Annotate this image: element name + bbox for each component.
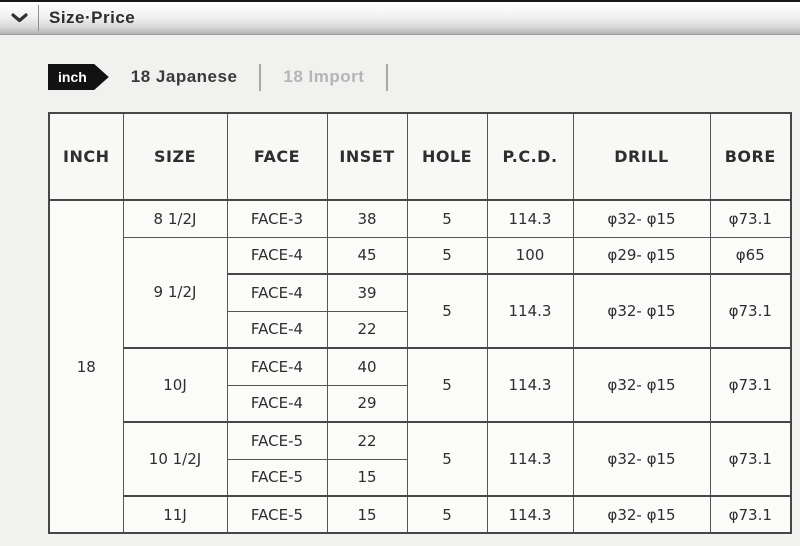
table-cell: 10J	[122, 347, 228, 423]
table-cell: FACE-4	[226, 347, 328, 386]
collapse-toggle[interactable]	[0, 13, 38, 23]
table-cell: 11J	[122, 495, 228, 534]
tab-18-import[interactable]: 18 Import	[283, 67, 365, 86]
table-cell: FACE-3	[226, 199, 328, 238]
table-cell: 9 1/2J	[122, 236, 228, 349]
table-row: 10 1/2J FACE-5 22 5 114.3 φ32- φ15 φ73.1	[49, 421, 792, 497]
table-row: FACE-4 22	[49, 310, 791, 349]
tab-divider	[259, 63, 262, 91]
table-cell: 114.3	[486, 199, 574, 238]
table-cell: 22	[326, 310, 408, 349]
column-header-hole: HOLE	[406, 112, 488, 201]
table-cell: 38	[326, 199, 408, 238]
table-cell: 8 1/2J	[122, 199, 228, 238]
table-cell: FACE-5	[226, 495, 328, 534]
table-cell: FACE-4	[226, 273, 328, 312]
table-cell: 39	[326, 273, 408, 312]
column-header-bore: BORE	[709, 112, 792, 201]
table-cell: 114.3	[486, 347, 574, 423]
column-header-drill: DRILL	[572, 112, 711, 201]
table-cell: φ65	[709, 236, 792, 275]
table-cell: 18	[48, 199, 124, 534]
table-cell: FACE-4	[226, 236, 328, 275]
wheel-spec-table: INCH SIZE FACE INSET HOLE P.C.D. DRILL B…	[48, 112, 792, 534]
table-cell: 100	[486, 236, 574, 275]
table-row: 9 1/2J FACE-4 45 5 100 φ29- φ15 φ65	[49, 236, 792, 349]
column-header-inch: INCH	[48, 112, 124, 201]
table-row: FACE-4 39 5 114.3 φ32- φ15 φ73.1	[49, 273, 792, 349]
spec-table-body: 18 8 1/2J FACE-3 38 5 114.3 φ32- φ15 φ73.1 9 1/2…	[48, 199, 792, 534]
table-cell: φ73.1	[709, 199, 792, 238]
table-cell: φ32- φ15	[572, 273, 711, 349]
table-cell: 5	[406, 199, 488, 238]
page-title: Size·Price	[49, 8, 136, 27]
column-header-pcd: P.C.D.	[486, 112, 574, 201]
table-header-row: INCH SIZE FACE INSET HOLE P.C.D. DRILL B…	[48, 112, 792, 201]
table-cell: φ32- φ15	[572, 495, 711, 534]
table-cell: 5	[406, 421, 488, 497]
table-cell: φ32- φ15	[572, 421, 711, 497]
table-row: FACE-4 29	[49, 384, 791, 423]
tab-divider	[386, 63, 389, 91]
table-cell: FACE-5	[226, 458, 328, 497]
table-cell: 5	[406, 236, 488, 275]
section-titlebar: Size·Price	[0, 0, 800, 35]
table-cell: φ73.1	[709, 421, 792, 497]
table-cell: φ32- φ15	[572, 199, 711, 238]
table-cell: 5	[406, 273, 488, 349]
tab-18-japanese[interactable]: 18 Japanese	[130, 67, 238, 86]
inch-badge: inch	[48, 64, 109, 90]
table-cell: 114.3	[486, 421, 574, 497]
table-cell: FACE-4	[226, 384, 328, 423]
table-cell: 5	[406, 347, 488, 423]
table-cell: 40	[326, 347, 408, 386]
table-cell: 15	[326, 458, 408, 497]
table-row: 11J FACE-5 15 5 114.3 φ32- φ15 φ73.1	[49, 495, 792, 534]
table-cell: 29	[326, 384, 408, 423]
table-cell: φ73.1	[709, 347, 792, 423]
table-cell: FACE-5	[226, 421, 328, 460]
column-header-inset: INSET	[326, 112, 408, 201]
titlebar-divider	[38, 5, 39, 31]
table-cell: 114.3	[486, 273, 574, 349]
table-cell: 10 1/2J	[122, 421, 228, 497]
table-row: 18 8 1/2J FACE-3 38 5 114.3 φ32- φ15 φ73.1	[48, 199, 792, 534]
table-cell: 22	[326, 421, 408, 460]
table-cell: φ32- φ15	[572, 347, 711, 423]
table-cell: 15	[326, 495, 408, 534]
table-cell: φ29- φ15	[572, 236, 711, 275]
column-header-size: SIZE	[122, 112, 228, 201]
table-cell: φ73.1	[709, 495, 792, 534]
table-cell: FACE-4	[226, 310, 328, 349]
column-header-face: FACE	[226, 112, 328, 201]
size-tabs: inch 18 Japanese 18 Import	[48, 63, 389, 91]
table-cell: 45	[326, 236, 408, 275]
table-cell: 114.3	[486, 495, 574, 534]
table-cell: 5	[406, 495, 488, 534]
chevron-down-icon	[10, 13, 28, 23]
table-row: FACE-5 15	[49, 458, 791, 497]
table-row: 10J FACE-4 40 5 114.3 φ32- φ15 φ73.1	[49, 347, 792, 423]
table-cell: φ73.1	[709, 273, 792, 349]
